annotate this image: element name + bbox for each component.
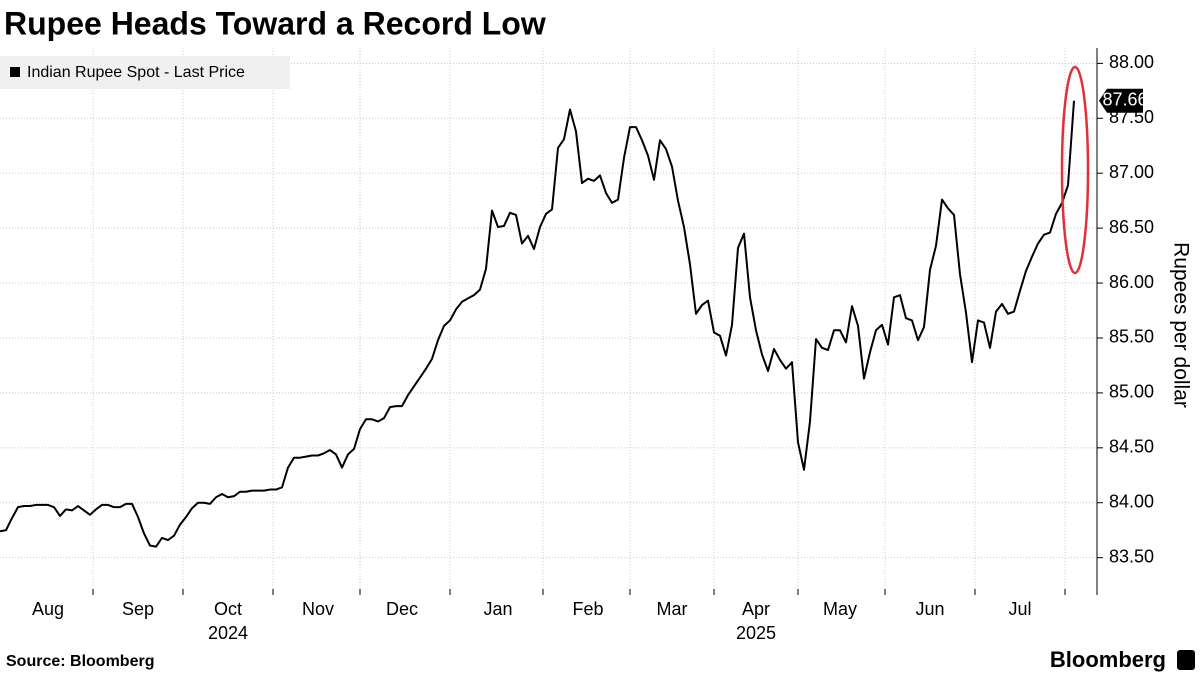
x-tick-label: Dec [386,599,418,619]
chart-title: Rupee Heads Toward a Record Low [4,5,546,41]
x-tick-label: Jan [483,599,512,619]
x-group-label: 2025 [736,623,776,643]
last-value-label: 87.66 [1102,89,1147,109]
y-tick-label: 86.50 [1109,217,1154,237]
y-tick-label: 86.00 [1109,272,1154,292]
x-tick-label: Jun [915,599,944,619]
y-tick-label: 85.00 [1109,382,1154,402]
y-axis-label: Rupees per dollar [1169,242,1192,408]
highlight-ellipse [1060,65,1090,275]
y-tick-label: 88.00 [1109,52,1154,72]
last-value-box [1099,88,1143,113]
source: Source: Bloomberg [6,653,154,670]
x-tick-label: Sep [122,599,154,619]
line [0,100,1075,548]
y-tick-label: 84.50 [1109,437,1154,457]
y-tick-label: 83.50 [1109,546,1154,566]
y-tick-label: 87.00 [1109,162,1154,182]
x-tick-label: May [823,599,857,619]
x-tick-label: Nov [302,599,334,619]
x-tick-label: Jul [1008,599,1031,619]
x-tick-label: Feb [572,599,603,619]
legend-bg [0,56,290,89]
brand: Bloomberg [1050,647,1166,672]
x-group-label: 2024 [208,623,248,643]
y-tick-label: 84.00 [1109,491,1154,511]
x-tick-label: Mar [657,599,688,619]
x-tick-label: Oct [214,599,242,619]
legend-swatch [10,67,20,77]
x-tick-label: Aug [32,599,64,619]
x-tick-label: Apr [742,599,770,619]
legend-label: Indian Rupee Spot - Last Price [27,64,245,81]
y-tick-label: 85.50 [1109,327,1154,347]
brand-icon [1177,650,1195,670]
legend: Indian Rupee Spot - Last Price [0,56,290,89]
